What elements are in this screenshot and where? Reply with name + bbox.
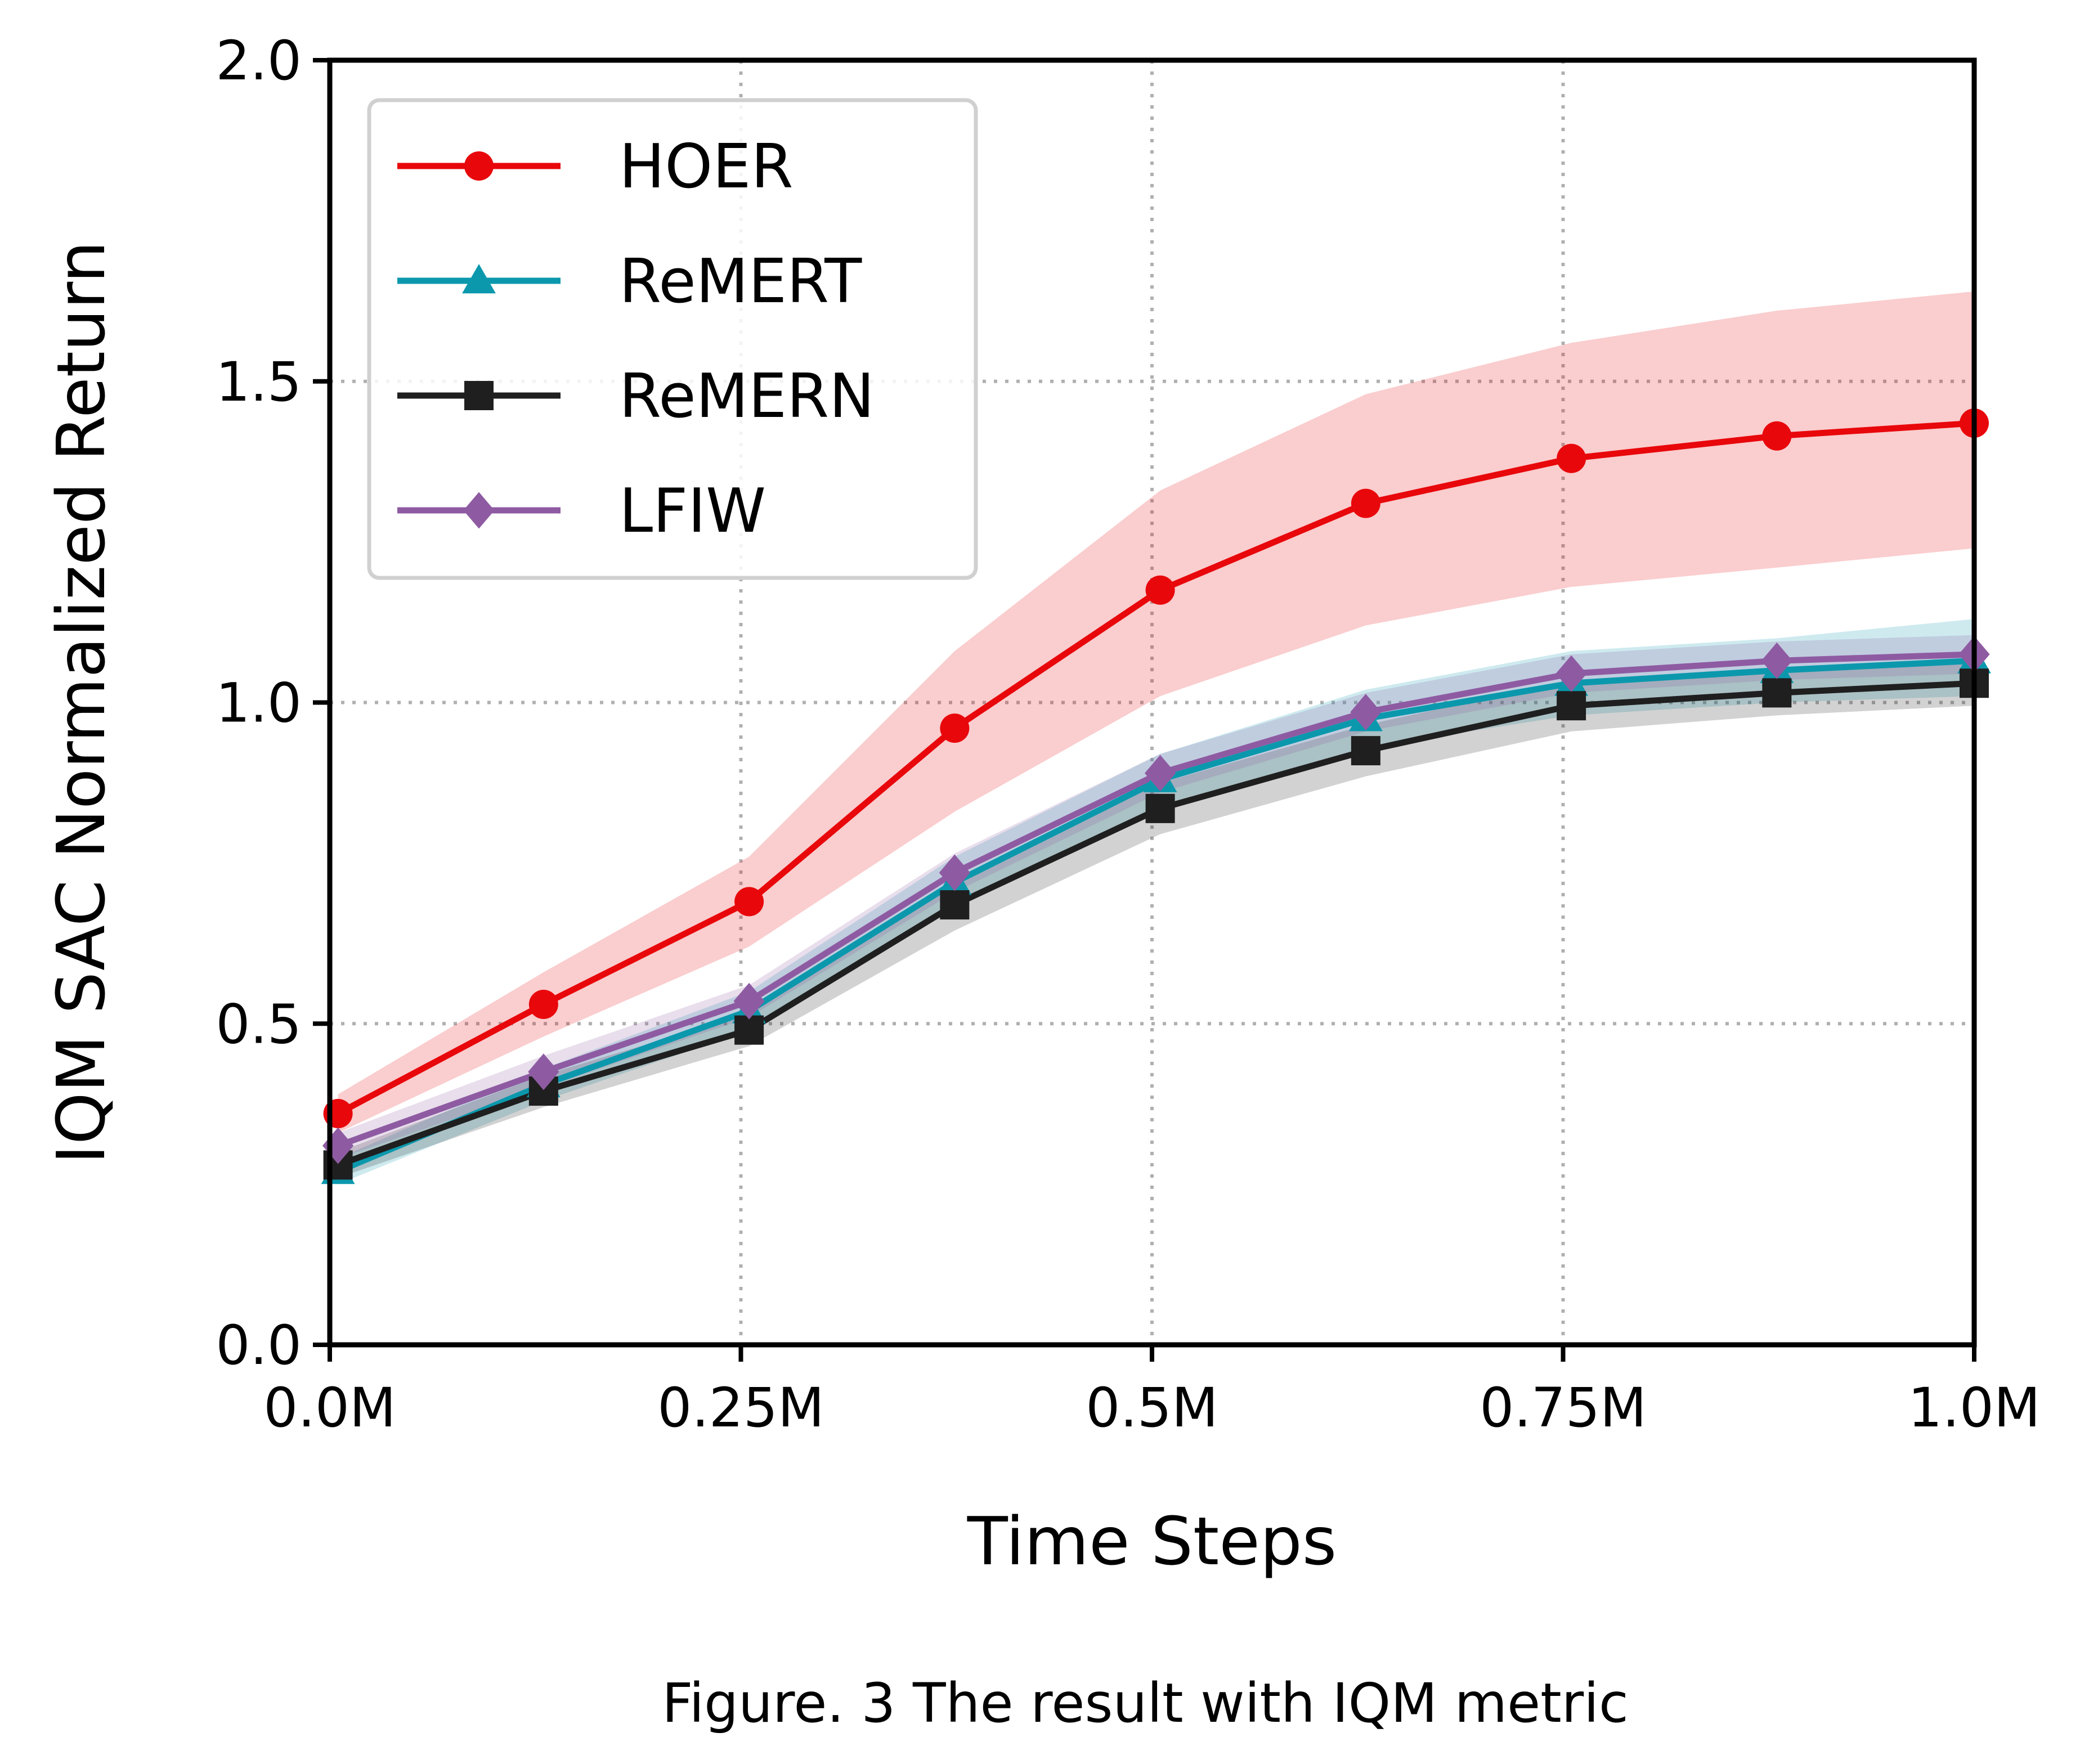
legend-entry-remern: ReMERN [397, 361, 875, 432]
legend-label-lfiw: LFIW [619, 476, 766, 546]
y-tick-label: 2.0 [216, 29, 302, 92]
point-hoer [528, 990, 558, 1020]
point-lfiw [528, 1053, 559, 1090]
point-lfiw [1761, 642, 1792, 679]
figure-caption: Figure. 3 The result with IQM metric [662, 1672, 1628, 1735]
point-hoer [1762, 421, 1792, 451]
point-hoer [734, 887, 764, 917]
legend-label-hoer: HOER [619, 132, 794, 202]
point-lfiw [939, 854, 970, 891]
x-tick-label: 0.0M [263, 1376, 396, 1439]
x-tick-label: 0.75M [1480, 1376, 1647, 1439]
legend-entry-remert: ReMERT [397, 246, 862, 317]
legend-marker-remern [464, 381, 494, 410]
x-tick-label: 0.25M [657, 1376, 824, 1439]
legend-box [367, 98, 978, 580]
legend-entry-lfiw: LFIW [397, 476, 766, 546]
point-lfiw [1555, 655, 1587, 692]
point-hoer [1351, 488, 1380, 518]
x-tick-label: 0.5M [1086, 1376, 1218, 1439]
y-tick-label: 0.0 [216, 1314, 302, 1377]
legend-marker-remert [462, 264, 496, 294]
y-tick-label: 0.5 [216, 993, 302, 1056]
y-axis-title: IQM SAC Normalized Return [42, 241, 120, 1164]
y-ticks: 0.0 0.5 1.0 1.5 2.0 [216, 29, 330, 1377]
legend-marker-lfiw [463, 492, 495, 529]
point-lfiw [1144, 755, 1176, 792]
band-hoer [338, 291, 1975, 1133]
y-tick-label: 1.5 [216, 351, 302, 414]
point-lfiw [733, 982, 765, 1020]
x-ticks: 0.0M 0.25M 0.5M 0.75M 1.0M [263, 1345, 2041, 1439]
legend-marker-hoer [464, 151, 494, 181]
point-hoer [940, 713, 970, 743]
legend-entry-hoer: HOER [397, 132, 794, 202]
band-remert [338, 619, 1975, 1184]
legend-label-remern: ReMERN [619, 361, 875, 432]
band-remern [338, 661, 1975, 1178]
point-remern [734, 1015, 764, 1045]
point-remern [1557, 691, 1586, 721]
x-tick-label: 1.0M [1908, 1376, 2041, 1439]
point-remern [1351, 736, 1380, 766]
confidence-bands [338, 291, 1975, 1184]
point-remern [1762, 678, 1792, 708]
point-remern [1145, 793, 1175, 823]
legend-label-remert: ReMERT [619, 246, 862, 317]
legend: HOER ReMERT ReMERN LFIW [367, 98, 978, 580]
point-remern [940, 890, 970, 920]
point-lfiw [1350, 694, 1382, 731]
x-axis-title: Time Steps [967, 1502, 1337, 1580]
point-hoer [1557, 443, 1586, 473]
y-tick-label: 1.0 [216, 672, 302, 735]
point-hoer [1145, 575, 1175, 605]
